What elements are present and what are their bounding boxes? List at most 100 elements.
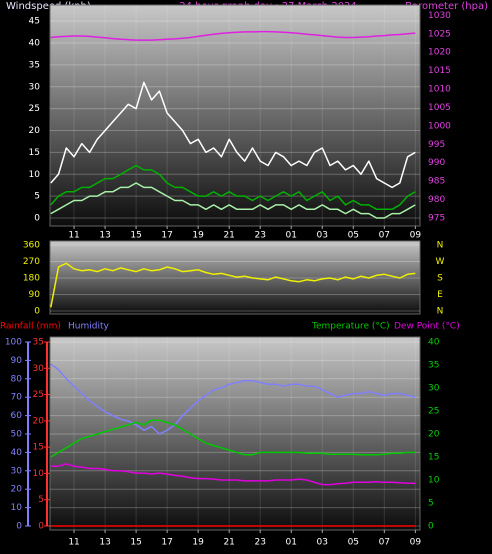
x-tick-label: 23 [254,538,265,548]
wind-axis-label: Windspeed (kph) [6,1,91,12]
x-tick-label: 13 [99,538,110,548]
y-tick-label: 35 [29,60,40,70]
y-tick-label: 60 [11,411,23,421]
x-tick-label: 01 [286,538,297,548]
y-tick-label: 30 [11,466,23,476]
x-tick-label: 23 [254,231,265,241]
y-tick-label: 1030 [428,11,451,21]
y-tick-label: 1000 [428,121,451,131]
y-tick-label: 990 [428,158,445,168]
plot-area [49,336,421,531]
y-tick-label: 40 [29,39,41,49]
y-tick-label: 0 [38,522,44,532]
direction-label: E [437,290,443,300]
x-tick-label: 17 [161,231,172,241]
series-line [50,262,416,308]
y-tick-label: 25 [33,390,44,400]
y-tick-label: 980 [428,195,445,205]
y-tick-label: 20 [428,430,440,440]
y-tick-label: 360 [23,241,40,251]
y-tick-label: 180 [23,274,40,284]
x-tick-label: 03 [317,231,328,241]
y-tick-label: 15 [33,443,44,453]
x-tick-label: 07 [379,538,390,548]
series-name: Dew Point (°C) [394,322,460,332]
y-tick-label: 1005 [428,103,451,113]
plot-area [49,4,421,227]
y-tick-label: 995 [428,140,445,150]
y-tick-label: 20 [11,485,23,495]
series-name: Temperature (°C) [311,322,390,332]
y-tick-label: 1025 [428,29,451,39]
x-tick-label: 21 [223,231,234,241]
y-tick-label: 25 [428,407,439,417]
y-tick-label: 975 [428,214,445,224]
y-tick-label: 1020 [428,48,451,58]
y-tick-label: 20 [33,416,45,426]
y-tick-label: 10 [33,469,45,479]
x-tick-label: 09 [410,538,422,548]
series-line [50,30,416,41]
series-name: Humidity [68,322,109,332]
x-tick-label: 01 [286,231,297,241]
x-tick-label: 17 [161,538,172,548]
series-name: Rainfall (mm) [0,322,61,332]
y-tick-label: 1015 [428,66,451,76]
series-line [50,419,416,458]
y-tick-label: 5 [428,499,434,509]
y-tick-label: 90 [11,356,23,366]
y-tick-label: 5 [38,495,44,505]
x-tick-label: 19 [192,538,204,548]
y-tick-label: 10 [29,170,41,180]
series-line [50,363,416,435]
direction-label: S [437,274,443,284]
y-tick-label: 100 [5,338,22,348]
y-tick-label: 1010 [428,85,451,95]
y-tick-label: 35 [33,338,44,348]
y-tick-label: 20 [29,126,41,136]
direction-label: W [436,257,445,267]
x-tick-label: 19 [192,231,204,241]
x-tick-label: 05 [348,538,359,548]
y-tick-label: 90 [29,290,41,300]
x-tick-label: 21 [223,538,234,548]
y-tick-label: 40 [11,448,23,458]
x-tick-label: 11 [68,538,79,548]
x-tick-label: 13 [99,231,110,241]
y-tick-label: 10 [428,476,440,486]
y-tick-label: 45 [29,17,40,27]
y-tick-label: 985 [428,177,445,187]
y-tick-label: 0 [34,214,40,224]
y-tick-label: 0 [428,522,434,532]
x-tick-label: 15 [130,538,141,548]
y-tick-label: 35 [428,361,439,371]
y-tick-label: 25 [29,104,40,114]
direction-label: N [437,307,444,317]
y-tick-label: 0 [34,307,40,317]
series-line [50,164,416,211]
y-tick-label: 30 [428,384,440,394]
x-tick-label: 07 [379,231,390,241]
x-tick-label: 09 [410,231,422,241]
y-tick-label: 40 [428,338,440,348]
y-tick-label: 80 [11,374,23,384]
y-tick-label: 15 [29,148,40,158]
direction-label: N [437,241,444,251]
x-tick-label: 05 [348,231,359,241]
y-tick-label: 0 [16,522,22,532]
y-tick-label: 30 [29,82,41,92]
x-tick-label: 15 [130,231,141,241]
y-tick-label: 5 [34,192,40,202]
y-tick-label: 30 [33,364,45,374]
y-tick-label: 50 [11,430,23,440]
series-line [50,81,416,189]
y-tick-label: 15 [428,453,439,463]
series-line [50,182,416,219]
plot-area [49,240,421,315]
y-tick-label: 10 [11,503,23,513]
x-tick-label: 03 [317,538,328,548]
barometer-axis-label: Barometer (hpa) [405,1,488,12]
y-tick-label: 270 [23,257,40,267]
series-line [50,463,416,486]
